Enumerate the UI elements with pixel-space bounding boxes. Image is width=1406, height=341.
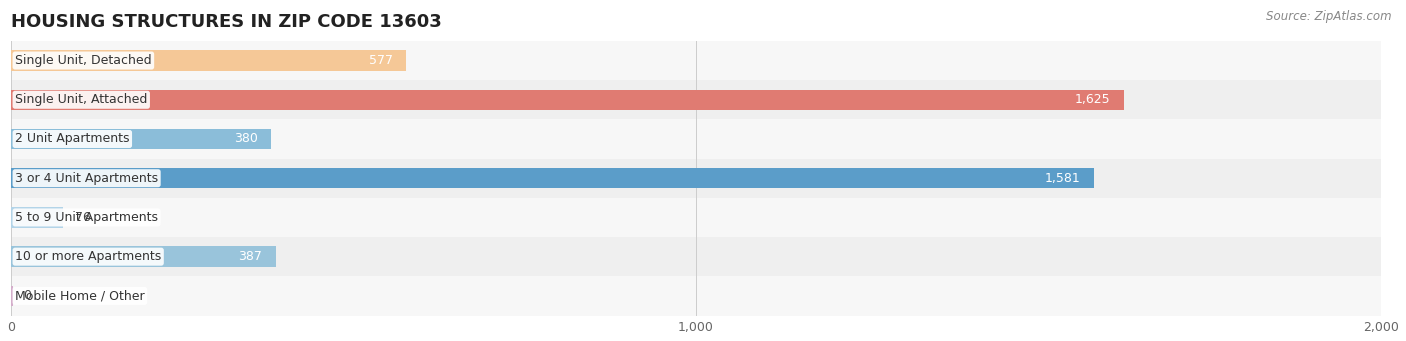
Bar (11, 50, 406, 71)
Text: 2 Unit Apartments: 2 Unit Apartments (15, 133, 129, 146)
Text: 3 or 4 Unit Apartments: 3 or 4 Unit Apartments (15, 172, 159, 185)
Text: 387: 387 (239, 250, 263, 263)
Text: 1,625: 1,625 (1074, 93, 1111, 106)
Text: Source: ZipAtlas.com: Source: ZipAtlas.com (1267, 10, 1392, 23)
Bar (11, 90, 1125, 110)
Text: 1,581: 1,581 (1045, 172, 1080, 185)
Text: HOUSING STRUCTURES IN ZIP CODE 13603: HOUSING STRUCTURES IN ZIP CODE 13603 (11, 13, 441, 31)
Bar (11, 207, 63, 228)
Text: Single Unit, Attached: Single Unit, Attached (15, 93, 148, 106)
Bar (11, 237, 1381, 276)
Text: 0: 0 (24, 290, 31, 302)
Text: 577: 577 (368, 54, 392, 67)
Text: Single Unit, Detached: Single Unit, Detached (15, 54, 152, 67)
Bar (11, 41, 1381, 80)
Text: 380: 380 (233, 133, 257, 146)
Bar (11, 129, 271, 149)
Text: 5 to 9 Unit Apartments: 5 to 9 Unit Apartments (15, 211, 157, 224)
Bar (11, 247, 276, 267)
Text: 76: 76 (76, 211, 91, 224)
Bar (11, 286, 13, 306)
Bar (11, 80, 1381, 119)
Bar (11, 119, 1381, 159)
Bar (11, 276, 1381, 315)
Bar (11, 168, 1094, 189)
Text: Mobile Home / Other: Mobile Home / Other (15, 290, 145, 302)
Bar (11, 159, 1381, 198)
Text: 10 or more Apartments: 10 or more Apartments (15, 250, 162, 263)
Bar (11, 198, 1381, 237)
